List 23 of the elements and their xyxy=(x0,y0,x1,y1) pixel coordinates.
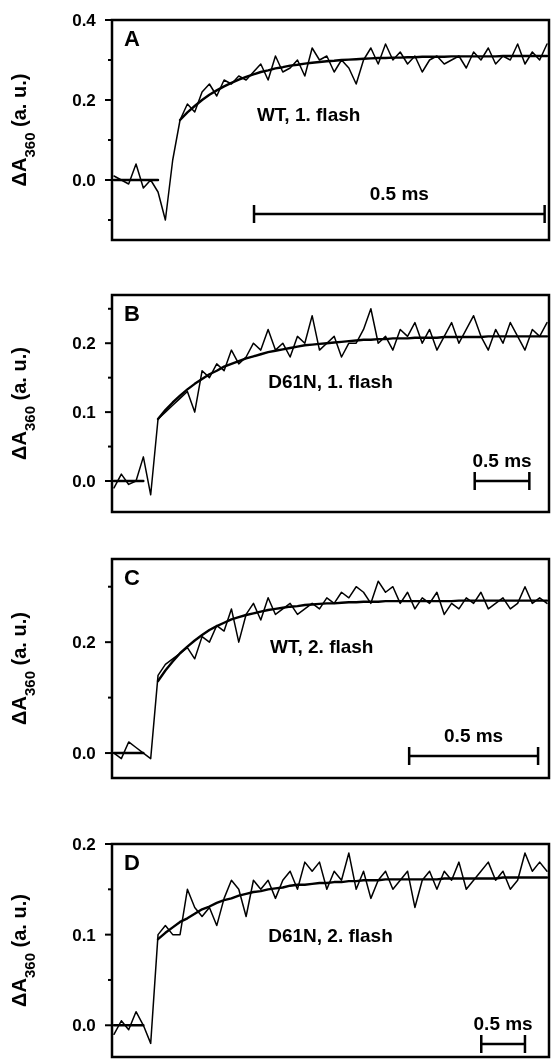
annotation: D61N, 1. flash xyxy=(268,371,393,393)
y-tick-label: 0.2 xyxy=(72,834,96,854)
chart-title: D xyxy=(124,850,140,875)
y-tick-label: 0.0 xyxy=(72,471,96,491)
chart-title: B xyxy=(124,301,140,326)
y-tick-label: 0.0 xyxy=(72,170,96,190)
annotation: 0.5 ms xyxy=(472,450,532,471)
y-tick-label: 0.2 xyxy=(72,633,96,653)
annotation: 0.5 ms xyxy=(369,183,429,204)
y-tick-label: 0.2 xyxy=(72,90,96,110)
chart-title: A xyxy=(124,26,140,51)
chart-title: C xyxy=(124,565,140,590)
annotation: WT, 1. flash xyxy=(256,104,361,126)
annotation: 0.5 ms xyxy=(444,725,504,746)
y-tick-label: 0.1 xyxy=(72,925,96,945)
y-tick-label: 0.4 xyxy=(72,10,97,30)
annotation: WT, 2. flash xyxy=(270,636,374,658)
y-tick-label: 0.2 xyxy=(72,334,96,354)
y-tick-label: 0.1 xyxy=(72,403,96,423)
annotation: 0.5 ms xyxy=(473,1013,533,1034)
y-tick-label: 0.0 xyxy=(72,1016,96,1036)
annotation: D61N, 2. flash xyxy=(268,924,393,946)
y-tick-label: 0.0 xyxy=(72,744,96,763)
